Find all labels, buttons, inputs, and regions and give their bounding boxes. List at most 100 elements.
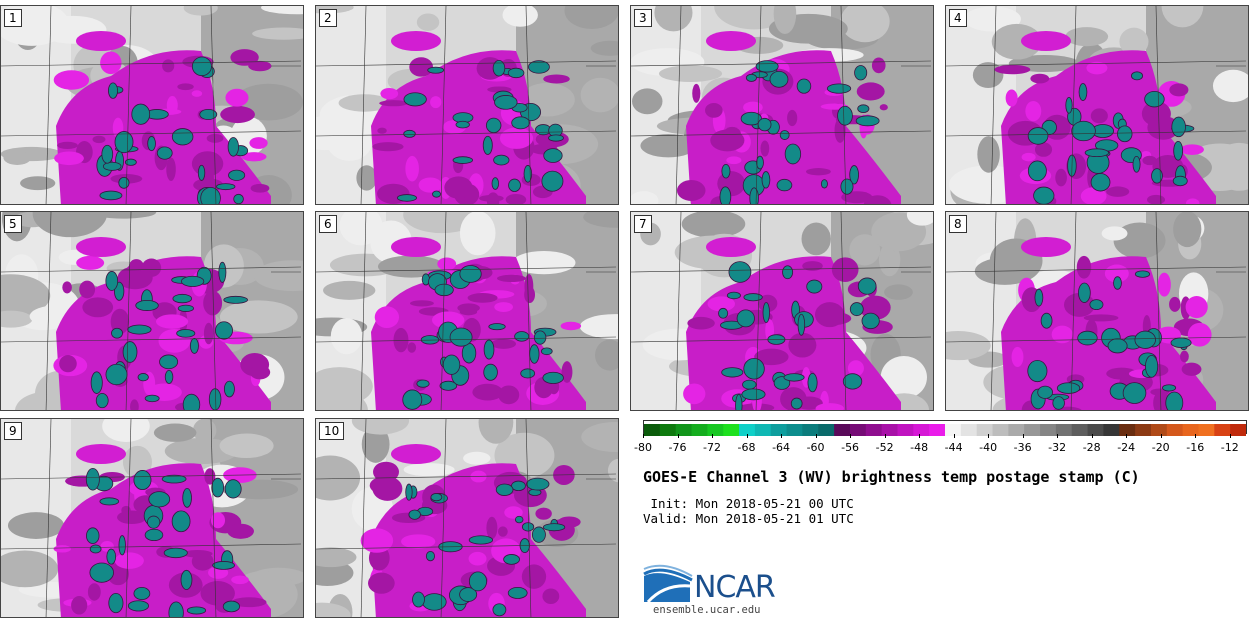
colorbar-tick-label: -40 (979, 441, 998, 454)
water-vapor-map (1, 212, 303, 410)
colorbar-tick-label: -16 (1186, 441, 1205, 454)
colorbar-tick-label: -28 (1082, 441, 1101, 454)
colorbar-swatch (1119, 424, 1136, 436)
colorbar-tick-mark (1229, 434, 1231, 438)
colorbar-swatch (1024, 424, 1041, 436)
colorbar-swatch (849, 424, 867, 436)
colorbar-tick-label: -20 (1151, 441, 1170, 454)
colorbar-tick-mark (1022, 434, 1024, 438)
member-number: 6 (319, 215, 337, 233)
colorbar-swatch (913, 424, 930, 436)
colorbar-tick-mark (953, 434, 955, 438)
ensemble-member-panel: 4 (945, 5, 1249, 205)
colorbar-swatch (1214, 424, 1231, 436)
init-time: Init: Mon 2018-05-21 00 UTC (643, 496, 854, 511)
colorbar-swatch (1182, 424, 1199, 436)
colorbar-tick-mark (677, 434, 679, 438)
colorbar-swatch (1103, 424, 1120, 436)
colorbar-tick-mark (1160, 434, 1162, 438)
colorbar-tick-label: -48 (910, 441, 929, 454)
colorbar-swatch (707, 424, 724, 436)
colorbar-tick-mark (712, 434, 714, 438)
water-vapor-map (316, 6, 618, 204)
colorbar-tick-mark (919, 434, 921, 438)
colorbar-tick-mark (746, 434, 748, 438)
colorbar-tick-mark (815, 434, 817, 438)
colorbar-swatch (723, 424, 740, 436)
colorbar-tick-label: -76 (668, 441, 687, 454)
member-number: 5 (4, 215, 22, 233)
ensemble-member-panel: 7 (630, 211, 934, 411)
colorbar-swatch (976, 424, 994, 436)
colorbar-tick-label: -12 (1220, 441, 1239, 454)
water-vapor-map (631, 212, 933, 410)
colorbar-swatch (929, 424, 946, 436)
ensemble-member-panel: 8 (945, 211, 1249, 411)
member-number: 2 (319, 9, 337, 27)
colorbar-swatch (1166, 424, 1184, 436)
ensemble-member-panel: 3 (630, 5, 934, 205)
colorbar-swatch (1150, 424, 1168, 436)
colorbar-tick-label: -52 (875, 441, 894, 454)
ensemble-member-panel: 5 (0, 211, 304, 411)
colorbar-swatch (754, 424, 772, 436)
colorbar-swatch (675, 424, 693, 436)
colorbar-swatch (802, 424, 819, 436)
logo-url: ensemble.ucar.edu (653, 604, 761, 616)
colorbar-tick-label: -68 (737, 441, 756, 454)
ensemble-member-panel: 9 (0, 418, 304, 618)
colorbar-tick-mark (884, 434, 886, 438)
colorbar-swatch (691, 424, 708, 436)
colorbar-swatch (786, 424, 803, 436)
colorbar-swatch (644, 424, 661, 436)
colorbar-swatch (739, 424, 756, 436)
member-number: 10 (319, 422, 345, 440)
valid-time: Valid: Mon 2018-05-21 01 UTC (643, 511, 854, 526)
colorbar-swatch (818, 424, 835, 436)
colorbar-tick-label: -56 (841, 441, 860, 454)
colorbar-swatch (1230, 424, 1247, 436)
water-vapor-map (1, 6, 303, 204)
colorbar-tick-mark (850, 434, 852, 438)
water-vapor-map (316, 419, 618, 617)
colorbar-swatch (770, 424, 788, 436)
colorbar-tick-mark (781, 434, 783, 438)
colorbar-tick-mark (1057, 434, 1059, 438)
colorbar-tick-label: -32 (1048, 441, 1067, 454)
ensemble-member-panel: 6 (315, 211, 619, 411)
colorbar-swatch (1055, 424, 1073, 436)
colorbar-tick-label: -44 (944, 441, 963, 454)
colorbar-tick-label: -72 (703, 441, 721, 454)
colorbar-tick-mark (1195, 434, 1197, 438)
colorbar-tick-label: -80 (634, 441, 652, 454)
colorbar-swatch (1071, 424, 1089, 436)
member-number: 1 (4, 9, 22, 27)
colorbar-swatch (1008, 424, 1025, 436)
colorbar-tick-label: -24 (1117, 441, 1136, 454)
colorbar-tick-mark (1091, 434, 1093, 438)
colorbar-swatch (1040, 424, 1057, 436)
ensemble-member-panel: 10 (315, 418, 619, 618)
water-vapor-map (946, 212, 1248, 410)
colorbar-swatch (834, 424, 851, 436)
colorbar-tick-mark (988, 434, 990, 438)
colorbar-swatch (881, 424, 898, 436)
colorbar-tick-mark (643, 434, 644, 438)
colorbar-swatch (1135, 424, 1152, 436)
colorbar-swatch (897, 424, 914, 436)
member-number: 3 (634, 9, 652, 27)
logo-text: NCAR (694, 570, 776, 605)
ncar-swoosh-icon (643, 564, 693, 604)
member-number: 7 (634, 215, 652, 233)
colorbar-swatch (960, 424, 978, 436)
colorbar-swatch (992, 424, 1009, 436)
colorbar-swatch (659, 424, 677, 436)
colorbar-tick-label: -60 (806, 441, 825, 454)
colorbar-swatch (1087, 424, 1104, 436)
page-title: GOES-E Channel 3 (WV) brightness temp po… (643, 468, 1140, 486)
colorbar-swatch (1198, 424, 1215, 436)
member-number: 9 (4, 422, 22, 440)
member-number: 4 (949, 9, 967, 27)
colorbar-ticks: -80 -76 -72 -68 -64 -60 -56 -52 -48 -44 -40 -36 -32 -… (634, 434, 1247, 456)
water-vapor-map (946, 6, 1248, 204)
